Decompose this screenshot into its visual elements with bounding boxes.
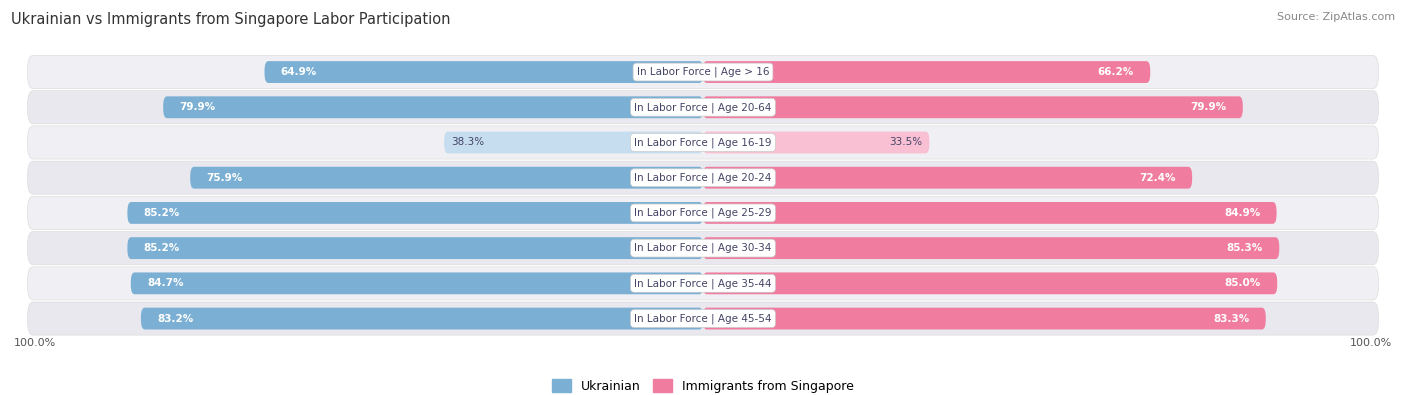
FancyBboxPatch shape [28,91,1378,124]
Text: 83.2%: 83.2% [157,314,194,324]
FancyBboxPatch shape [141,308,703,329]
Text: 66.2%: 66.2% [1098,67,1133,77]
FancyBboxPatch shape [163,96,703,118]
FancyBboxPatch shape [190,167,703,189]
Text: In Labor Force | Age > 16: In Labor Force | Age > 16 [637,67,769,77]
Text: 100.0%: 100.0% [1350,338,1392,348]
Text: 100.0%: 100.0% [14,338,56,348]
FancyBboxPatch shape [28,231,1378,265]
Text: 33.5%: 33.5% [890,137,922,147]
FancyBboxPatch shape [28,126,1378,159]
Text: In Labor Force | Age 20-24: In Labor Force | Age 20-24 [634,173,772,183]
FancyBboxPatch shape [703,96,1243,118]
FancyBboxPatch shape [128,237,703,259]
Legend: Ukrainian, Immigrants from Singapore: Ukrainian, Immigrants from Singapore [547,374,859,395]
Text: In Labor Force | Age 16-19: In Labor Force | Age 16-19 [634,137,772,148]
FancyBboxPatch shape [264,61,703,83]
FancyBboxPatch shape [28,56,1378,88]
Text: In Labor Force | Age 45-54: In Labor Force | Age 45-54 [634,313,772,324]
FancyBboxPatch shape [28,161,1378,194]
Text: 72.4%: 72.4% [1139,173,1175,183]
Text: 38.3%: 38.3% [451,137,484,147]
FancyBboxPatch shape [703,273,1277,294]
FancyBboxPatch shape [703,167,1192,189]
Text: 84.7%: 84.7% [148,278,184,288]
FancyBboxPatch shape [703,202,1277,224]
Text: 85.3%: 85.3% [1226,243,1263,253]
Text: 79.9%: 79.9% [1191,102,1226,112]
Text: 85.0%: 85.0% [1225,278,1261,288]
Text: 85.2%: 85.2% [143,208,180,218]
FancyBboxPatch shape [128,202,703,224]
FancyBboxPatch shape [703,237,1279,259]
Text: Ukrainian vs Immigrants from Singapore Labor Participation: Ukrainian vs Immigrants from Singapore L… [11,12,451,27]
FancyBboxPatch shape [444,132,703,153]
Text: 79.9%: 79.9% [180,102,215,112]
Text: In Labor Force | Age 30-34: In Labor Force | Age 30-34 [634,243,772,253]
Text: In Labor Force | Age 20-64: In Labor Force | Age 20-64 [634,102,772,113]
FancyBboxPatch shape [28,302,1378,335]
Text: In Labor Force | Age 35-44: In Labor Force | Age 35-44 [634,278,772,289]
FancyBboxPatch shape [28,267,1378,300]
Text: 85.2%: 85.2% [143,243,180,253]
FancyBboxPatch shape [703,132,929,153]
Text: 64.9%: 64.9% [281,67,318,77]
Text: 83.3%: 83.3% [1213,314,1250,324]
Text: 75.9%: 75.9% [207,173,243,183]
Text: 84.9%: 84.9% [1225,208,1260,218]
FancyBboxPatch shape [703,61,1150,83]
Text: In Labor Force | Age 25-29: In Labor Force | Age 25-29 [634,208,772,218]
Text: Source: ZipAtlas.com: Source: ZipAtlas.com [1277,12,1395,22]
FancyBboxPatch shape [28,196,1378,229]
FancyBboxPatch shape [703,308,1265,329]
FancyBboxPatch shape [131,273,703,294]
